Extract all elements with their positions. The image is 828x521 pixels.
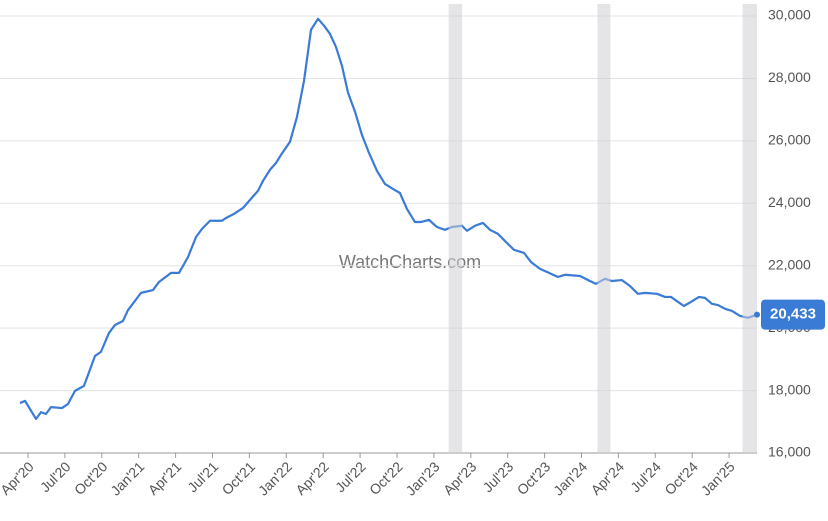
x-tick-label: Jan'23 [402,458,442,498]
y-tick-label: 26,000 [768,132,811,148]
x-tick-label: Jul'20 [37,458,74,495]
price-line [19,17,758,421]
x-tick-label: Oct'23 [514,458,554,498]
shaded-range [597,4,611,453]
y-tick-label: 18,000 [768,381,811,397]
x-tick-label: Oct'24 [661,458,701,498]
y-tick-label: 24,000 [768,194,811,210]
y-tick-label: 30,000 [768,7,811,23]
x-tick-label: Apr'24 [588,458,628,498]
value-label: 20,433 [770,306,816,323]
x-tick-label: Apr'23 [440,458,480,498]
value-badge [761,299,825,330]
x-tick-label: Jan'25 [698,458,738,498]
y-tick-label: 16,000 [768,444,811,460]
shaded-range [742,4,757,453]
x-tick-label: Jan'21 [107,458,147,498]
y-tick-label: 28,000 [768,69,811,85]
x-tick-label: Oct'20 [71,458,111,498]
x-tick-label: Apr'21 [145,458,185,498]
x-tick-label: Jul'22 [332,458,369,495]
shaded-range [448,4,463,453]
watermark: WatchCharts.com [339,252,481,272]
x-tick-label: Apr'20 [0,458,37,498]
x-tick-label: Jan'22 [255,458,295,498]
x-tick-label: Oct'21 [219,458,259,498]
x-tick-label: Jul'24 [627,458,664,495]
x-tick-label: Apr'22 [292,458,332,498]
y-tick-label: 22,000 [768,256,811,272]
x-tick-label: Jan'24 [550,458,590,498]
x-tick-label: Jul'21 [184,458,221,495]
x-tick-label: Jul'23 [480,458,517,495]
last-point [754,311,760,318]
x-tick-label: Oct'22 [366,458,406,498]
